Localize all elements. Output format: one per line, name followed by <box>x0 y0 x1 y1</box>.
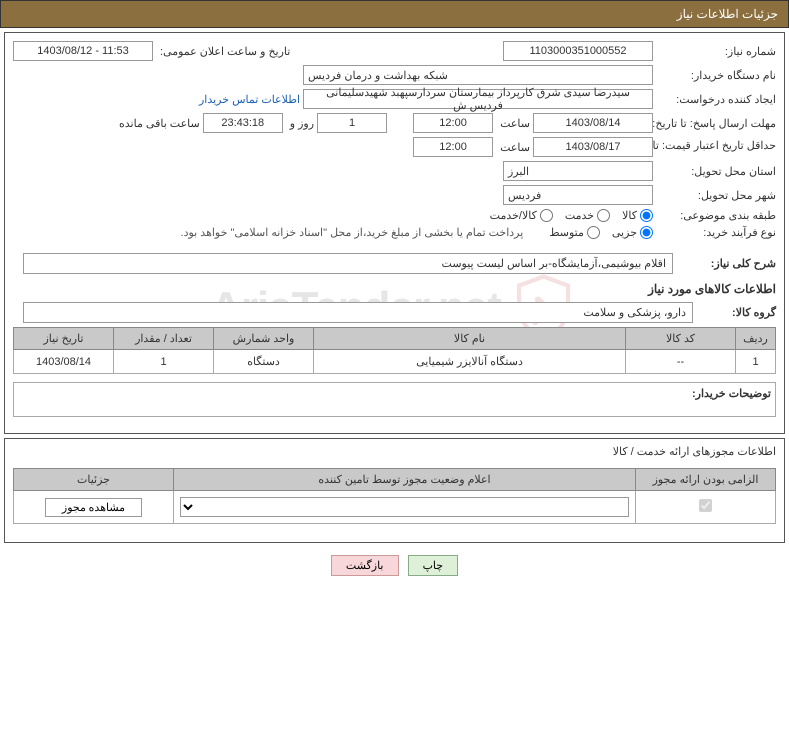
th-need-date: تاریخ نیاز <box>14 328 114 350</box>
radio-goods-label: کالا <box>622 209 637 222</box>
category-radio-group: کالا خدمت کالا/خدمت <box>490 209 653 222</box>
license-table: الزامی بودن ارائه مجوز اعلام وضعیت مجوز … <box>13 468 776 524</box>
main-frame: AriaTender.net شماره نیاز: 1103000351000… <box>4 32 785 434</box>
treasury-note: پرداخت تمام یا بخشی از مبلغ خرید،از محل … <box>181 226 524 239</box>
validity-label: حداقل تاریخ اعتبار قیمت: تا تاریخ: <box>656 140 776 153</box>
announce-label: تاریخ و ساعت اعلان عمومی: <box>156 45 290 58</box>
and-label: روز و <box>286 117 314 130</box>
radio-service[interactable] <box>597 209 610 222</box>
contact-link[interactable]: اطلاعات تماس خریدار <box>199 93 300 106</box>
summary-value: اقلام بیوشیمی،آزمایشگاه-بر اساس لیست پیو… <box>23 253 673 274</box>
th-unit: واحد شمارش <box>214 328 314 350</box>
summary-label: شرح کلی نیاز: <box>676 257 776 270</box>
th-name: نام کالا <box>314 328 626 350</box>
buyer-org-label: نام دستگاه خریدار: <box>656 69 776 82</box>
need-no-value: 1103000351000552 <box>503 41 653 61</box>
th-qty: تعداد / مقدار <box>114 328 214 350</box>
td-need-date: 1403/08/14 <box>14 350 114 374</box>
page-header: جزئیات اطلاعات نیاز <box>0 0 789 28</box>
radio-goods[interactable] <box>640 209 653 222</box>
time-label-2: ساعت <box>496 141 530 154</box>
radio-service-label: خدمت <box>565 209 594 222</box>
radio-medium-label: متوسط <box>549 226 584 239</box>
print-button[interactable]: چاپ <box>408 555 459 576</box>
radio-both[interactable] <box>540 209 553 222</box>
province-label: استان محل تحویل: <box>656 165 776 178</box>
need-no-label: شماره نیاز: <box>656 45 776 58</box>
td-code: -- <box>626 350 736 374</box>
goods-table: ردیف کد کالا نام کالا واحد شمارش تعداد /… <box>13 327 776 374</box>
province-value: البرز <box>503 161 653 181</box>
buyer-notes-label: توضیحات خریدار: <box>692 387 771 400</box>
goods-group-label: گروه کالا: <box>696 306 776 319</box>
license-row: مشاهده مجوز <box>14 491 776 524</box>
validity-date: 1403/08/17 <box>533 137 653 157</box>
td-unit: دستگاه <box>214 350 314 374</box>
buyer-notes-box: توضیحات خریدار: <box>13 382 776 417</box>
city-value: فردیس <box>503 185 653 205</box>
deadline-time: 12:00 <box>413 113 493 133</box>
license-section-title: اطلاعات مجوزهای ارائه خدمت / کالا <box>13 445 776 458</box>
remaining-label: ساعت باقی مانده <box>115 117 200 130</box>
city-label: شهر محل تحویل: <box>656 189 776 202</box>
radio-both-label: کالا/خدمت <box>490 209 537 222</box>
th-row: ردیف <box>736 328 776 350</box>
countdown: 23:43:18 <box>203 113 283 133</box>
deadline-date: 1403/08/14 <box>533 113 653 133</box>
radio-medium[interactable] <box>587 226 600 239</box>
requester-label: ایجاد کننده درخواست: <box>656 93 776 106</box>
radio-partial[interactable] <box>640 226 653 239</box>
days-remaining: 1 <box>317 113 387 133</box>
td-row: 1 <box>736 350 776 374</box>
buyer-org-value: شبکه بهداشت و درمان فردیس <box>303 65 653 85</box>
requester-value: سیدرضا سیدی شرق کارپرداز بیمارستان سردار… <box>303 89 653 109</box>
td-name: دستگاه آنالایزر شیمیایی <box>314 350 626 374</box>
mandatory-checkbox <box>699 499 712 512</box>
purchase-type-group: جزیی متوسط <box>549 226 653 239</box>
view-license-button[interactable]: مشاهده مجوز <box>45 498 142 517</box>
th-status: اعلام وضعیت مجوز توسط تامین کننده <box>174 469 636 491</box>
page-title: جزئیات اطلاعات نیاز <box>677 7 778 21</box>
validity-time: 12:00 <box>413 137 493 157</box>
radio-partial-label: جزیی <box>612 226 637 239</box>
goods-info-title: اطلاعات کالاهای مورد نیاز <box>13 282 776 296</box>
status-select[interactable] <box>180 497 629 517</box>
goods-group-value: دارو، پزشکی و سلامت <box>23 302 693 323</box>
purchase-type-label: نوع فرآیند خرید: <box>656 226 776 239</box>
th-code: کد کالا <box>626 328 736 350</box>
deadline-label: مهلت ارسال پاسخ: تا تاریخ: <box>656 117 776 130</box>
table-row: 1 -- دستگاه آنالایزر شیمیایی دستگاه 1 14… <box>14 350 776 374</box>
td-qty: 1 <box>114 350 214 374</box>
time-label-1: ساعت <box>496 117 530 130</box>
footer-buttons: چاپ بازگشت <box>0 555 789 576</box>
th-mandatory: الزامی بودن ارائه مجوز <box>636 469 776 491</box>
back-button[interactable]: بازگشت <box>331 555 399 576</box>
category-label: طبقه بندی موضوعی: <box>656 209 776 222</box>
announce-value: 1403/08/12 - 11:53 <box>13 41 153 61</box>
th-details: جزئیات <box>14 469 174 491</box>
license-frame: اطلاعات مجوزهای ارائه خدمت / کالا الزامی… <box>4 438 785 543</box>
